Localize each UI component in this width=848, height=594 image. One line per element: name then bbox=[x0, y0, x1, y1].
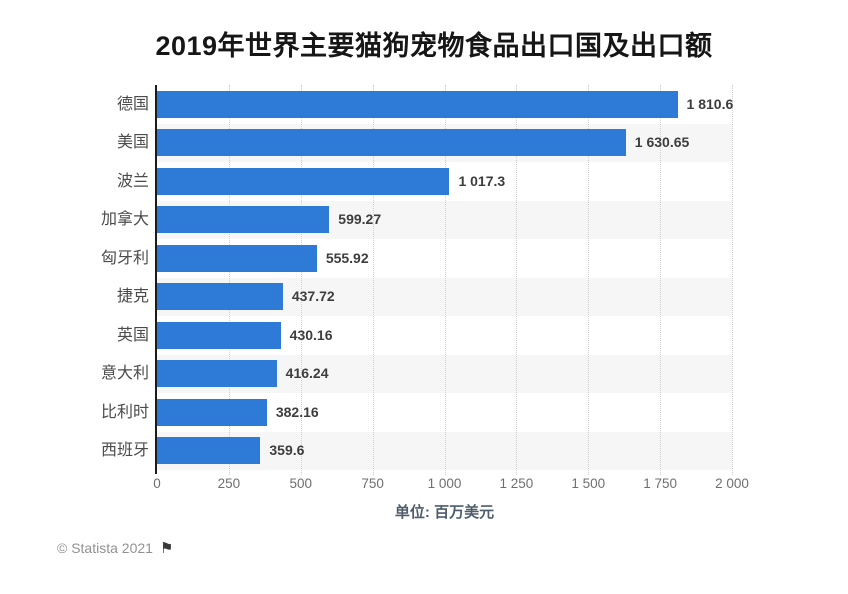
category-label: 西班牙 bbox=[100, 442, 149, 460]
plot-area: 德国 1 810.6 美国 1 630.65 波兰 1 017.3 加拿大 599.27 匈牙利… bbox=[101, 85, 734, 475]
x-tick-label: 2 000 bbox=[715, 476, 749, 491]
chart-footer: © Statista 2021 ⚑ bbox=[57, 540, 173, 556]
bar-1 bbox=[157, 90, 678, 118]
gridline bbox=[588, 85, 590, 475]
bar-8 bbox=[157, 360, 277, 388]
x-tick-label: 1 000 bbox=[427, 476, 462, 491]
value-label: 416.24 bbox=[285, 365, 329, 382]
category-label: 意大利 bbox=[100, 365, 149, 383]
value-label: 1 630.65 bbox=[634, 134, 690, 151]
flag-icon: ⚑ bbox=[159, 539, 174, 557]
category-label: 匈牙利 bbox=[100, 249, 149, 267]
gridline bbox=[444, 85, 446, 475]
x-tick-label: 750 bbox=[361, 476, 384, 491]
gridline bbox=[228, 85, 230, 475]
category-label: 加拿大 bbox=[100, 211, 149, 229]
value-label: 430.16 bbox=[289, 326, 333, 343]
gridline bbox=[372, 85, 374, 475]
value-label: 1 810.6 bbox=[686, 95, 734, 112]
x-tick-label: 250 bbox=[217, 476, 241, 491]
x-tick-label: 0 bbox=[153, 476, 161, 491]
x-tick-label: 1 500 bbox=[571, 476, 606, 491]
value-label: 437.72 bbox=[291, 288, 335, 305]
bar-7 bbox=[157, 321, 281, 349]
bar-10 bbox=[157, 437, 261, 465]
value-label: 555.92 bbox=[325, 249, 369, 266]
y-axis-line bbox=[155, 85, 157, 474]
category-label: 英国 bbox=[116, 326, 149, 344]
category-label: 比利时 bbox=[100, 403, 149, 421]
bar-9 bbox=[157, 398, 267, 426]
gridline bbox=[300, 85, 302, 475]
copyright-text: © Statista 2021 bbox=[57, 540, 153, 556]
category-label: 美国 bbox=[116, 134, 149, 152]
value-label: 359.6 bbox=[269, 442, 305, 459]
gridline bbox=[660, 85, 662, 475]
category-label: 捷克 bbox=[116, 288, 149, 306]
bar-3 bbox=[157, 167, 450, 195]
bar-4 bbox=[157, 206, 330, 234]
value-label: 382.16 bbox=[275, 403, 319, 420]
category-label: 德国 bbox=[116, 95, 149, 113]
value-label: 599.27 bbox=[338, 211, 382, 228]
gridline bbox=[732, 85, 733, 475]
gridline bbox=[516, 85, 518, 475]
x-tick-label: 1 250 bbox=[499, 476, 534, 491]
x-axis-unit-label: 单位: 百万美元 bbox=[394, 504, 495, 521]
x-tick-label: 1 750 bbox=[643, 476, 678, 491]
category-label: 波兰 bbox=[116, 172, 149, 190]
x-tick-label: 500 bbox=[289, 476, 313, 491]
bar-5 bbox=[157, 244, 317, 272]
bar-2 bbox=[157, 129, 626, 157]
value-label: 1 017.3 bbox=[458, 172, 506, 189]
bar-6 bbox=[157, 283, 283, 311]
chart-title: 2019年世界主要猫狗宠物食品出口国及出口额 bbox=[155, 31, 713, 61]
